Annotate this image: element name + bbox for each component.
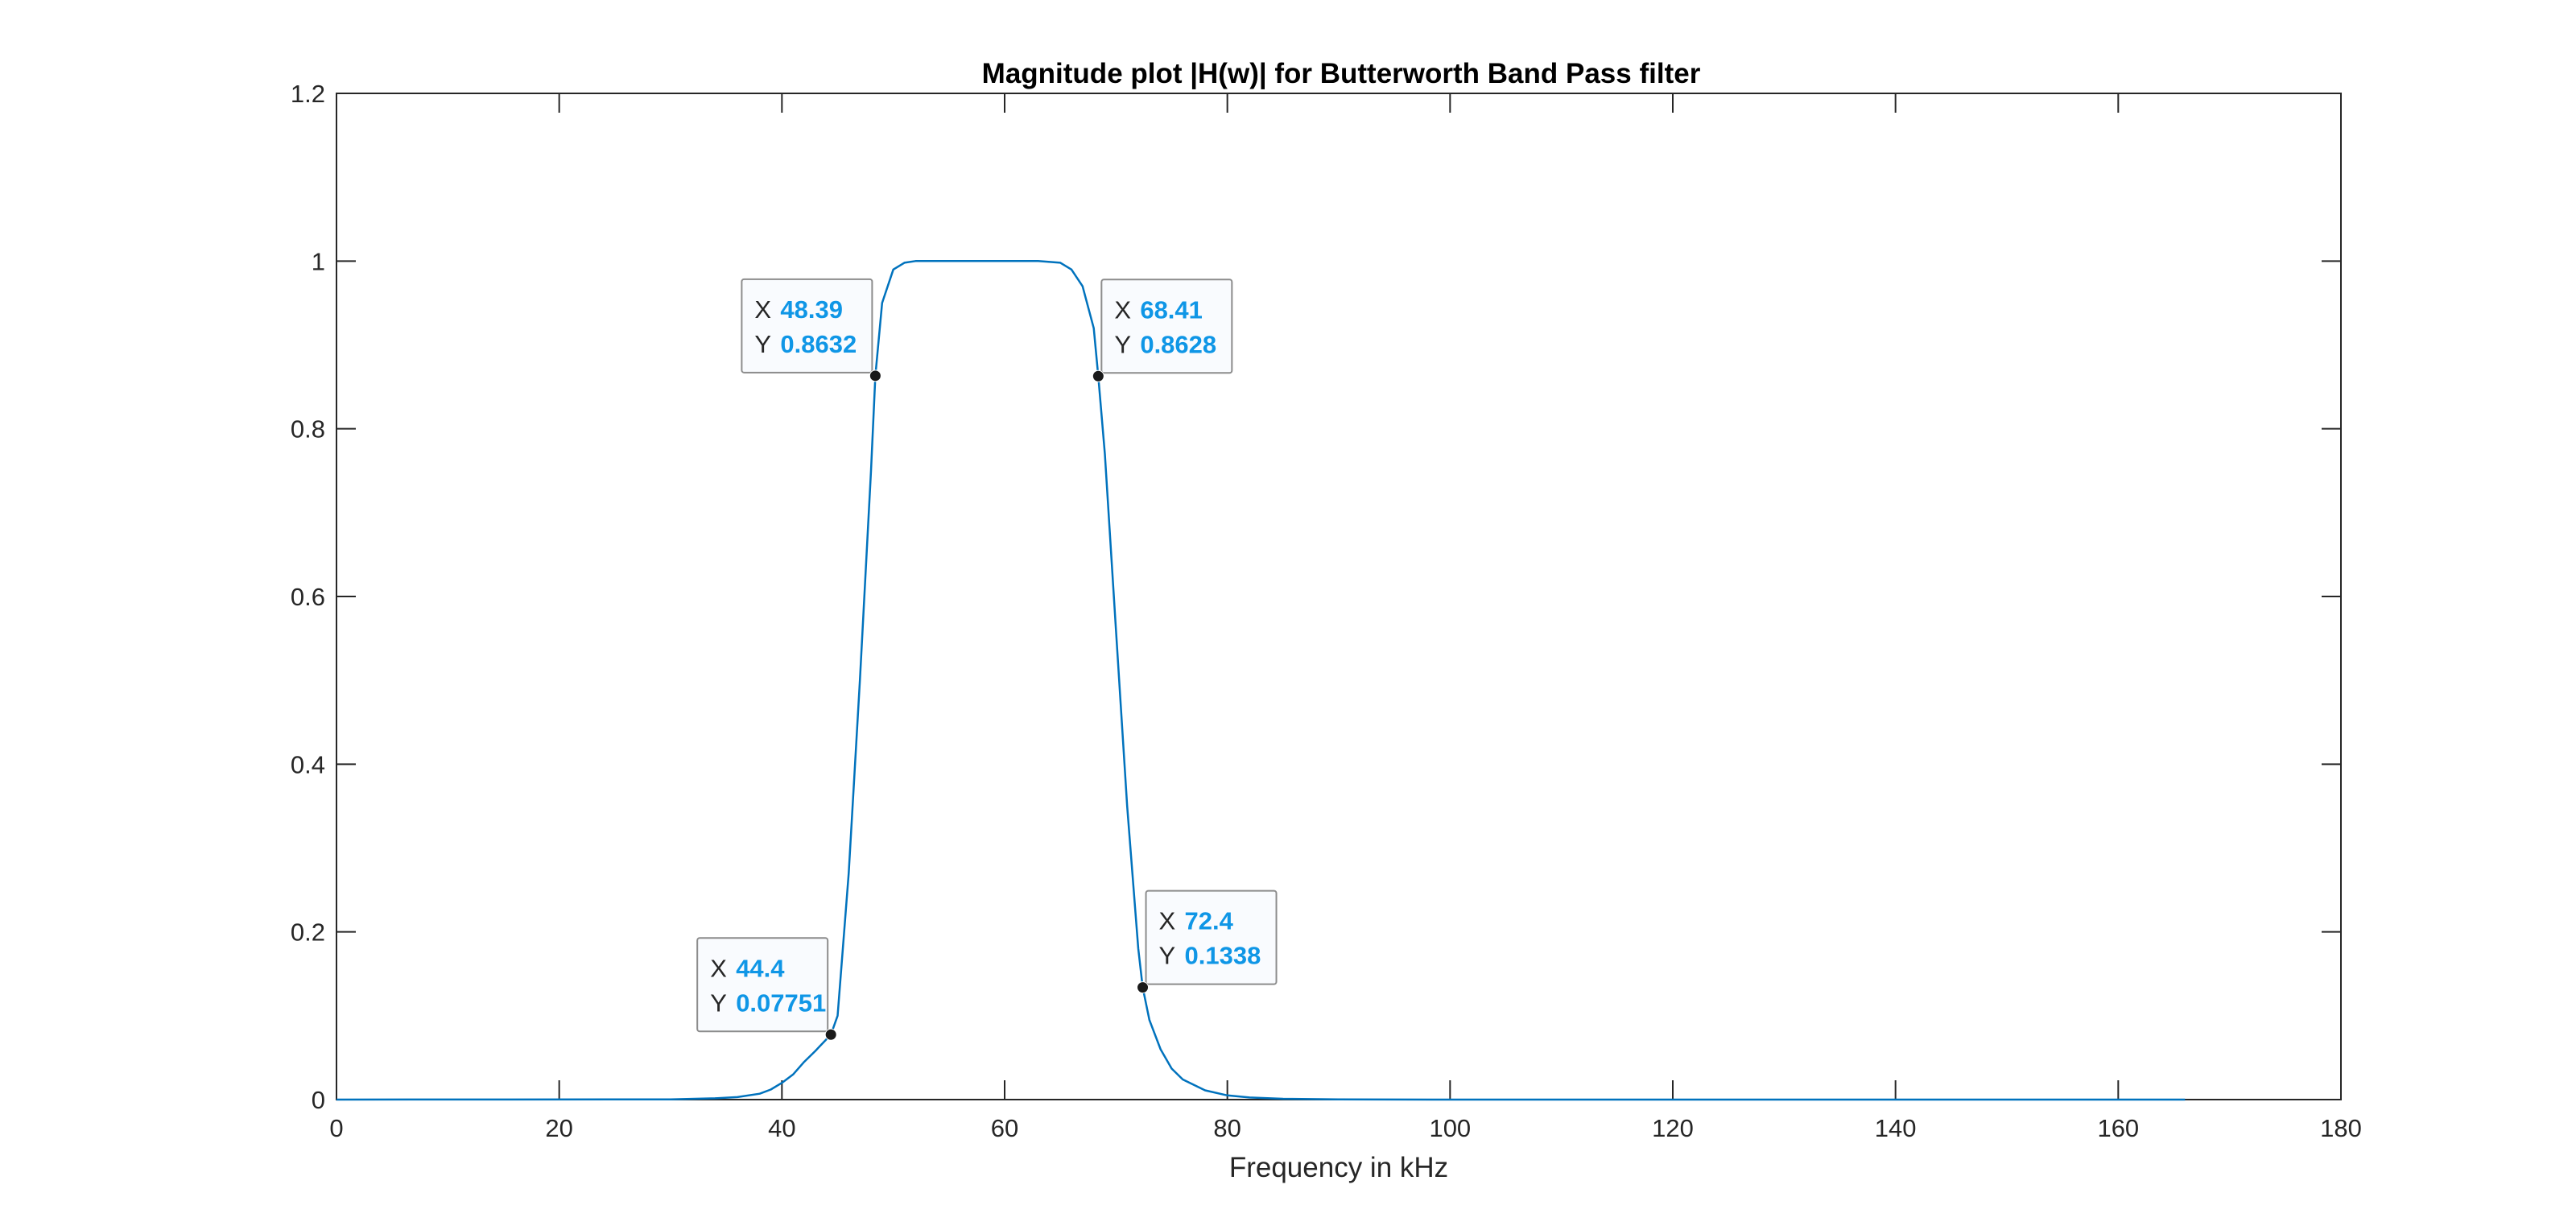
data-tip-box bbox=[741, 278, 873, 374]
data-tip-marker bbox=[869, 369, 881, 382]
x-tick-label: 100 bbox=[1429, 1114, 1471, 1142]
data-tip-box bbox=[1145, 889, 1278, 985]
data-tip-marker bbox=[1137, 981, 1150, 994]
data-tip-x-key: X bbox=[1159, 907, 1176, 935]
data-tip-y-key: Y bbox=[1159, 942, 1176, 970]
data-tip-x-value: 48.39 bbox=[780, 295, 843, 324]
y-tick-label: 0.2 bbox=[291, 918, 325, 947]
x-tick-label: 180 bbox=[2320, 1114, 2362, 1142]
data-tip-x-value: 44.4 bbox=[736, 954, 785, 982]
x-tick-label: 160 bbox=[2097, 1114, 2139, 1142]
data-tip-x-value: 72.4 bbox=[1185, 907, 1234, 935]
data-tip-box bbox=[1100, 279, 1233, 374]
data-tip: X 68.41 Y 0.8628 bbox=[1092, 279, 1233, 382]
axis-ticks: 0 20 40 60 80 100 120 140 160 180 0 0.2 0.4 0.6 0.8 1 1.… bbox=[291, 80, 2362, 1142]
data-tip-marker bbox=[1092, 369, 1104, 382]
x-tick-label: 0 bbox=[329, 1114, 343, 1142]
series-line bbox=[336, 260, 2186, 1101]
data-tip-box bbox=[696, 937, 829, 1033]
data-tip-y-value: 0.8632 bbox=[780, 330, 857, 358]
y-tick-label: 1 bbox=[312, 247, 325, 275]
plot-area bbox=[336, 93, 2342, 1100]
x-tick-label: 140 bbox=[1875, 1114, 1917, 1142]
plot-series bbox=[336, 260, 2186, 1101]
data-tip-y-value: 0.8628 bbox=[1140, 330, 1216, 358]
x-tick-label: 80 bbox=[1213, 1114, 1241, 1142]
x-tick-label: 40 bbox=[768, 1114, 795, 1142]
data-tip-x-key: X bbox=[1114, 295, 1131, 324]
y-tick-label: 1.2 bbox=[291, 80, 325, 108]
data-tip-y-value: 0.07751 bbox=[736, 989, 826, 1017]
data-tip: X 44.4 Y 0.07751 bbox=[696, 937, 837, 1041]
x-tick-label: 120 bbox=[1652, 1114, 1694, 1142]
data-tip-y-key: Y bbox=[1114, 330, 1131, 358]
data-tip-y-key: Y bbox=[754, 330, 771, 358]
data-tip: X 48.39 Y 0.8632 bbox=[741, 278, 881, 382]
x-tick-label: 60 bbox=[991, 1114, 1018, 1142]
data-tip-x-value: 68.41 bbox=[1140, 295, 1203, 324]
data-tip-x-key: X bbox=[710, 954, 727, 982]
y-tick-label: 0 bbox=[312, 1086, 325, 1114]
y-tick-label: 0.6 bbox=[291, 583, 325, 611]
y-tick-label: 0.8 bbox=[291, 415, 325, 444]
x-axis-label: Frequency in kHz bbox=[1229, 1152, 1448, 1183]
data-tip-x-key: X bbox=[754, 295, 771, 324]
data-tip-marker bbox=[824, 1028, 837, 1041]
y-tick-label: 0.4 bbox=[291, 750, 325, 778]
data-tip-y-key: Y bbox=[710, 989, 727, 1017]
chart-title: Magnitude plot |H(w)| for Butterworth Ba… bbox=[982, 58, 1701, 89]
x-tick-label: 20 bbox=[545, 1114, 572, 1142]
data-tip-y-value: 0.1338 bbox=[1185, 942, 1261, 970]
data-tip: X 72.4 Y 0.1338 bbox=[1137, 889, 1278, 994]
